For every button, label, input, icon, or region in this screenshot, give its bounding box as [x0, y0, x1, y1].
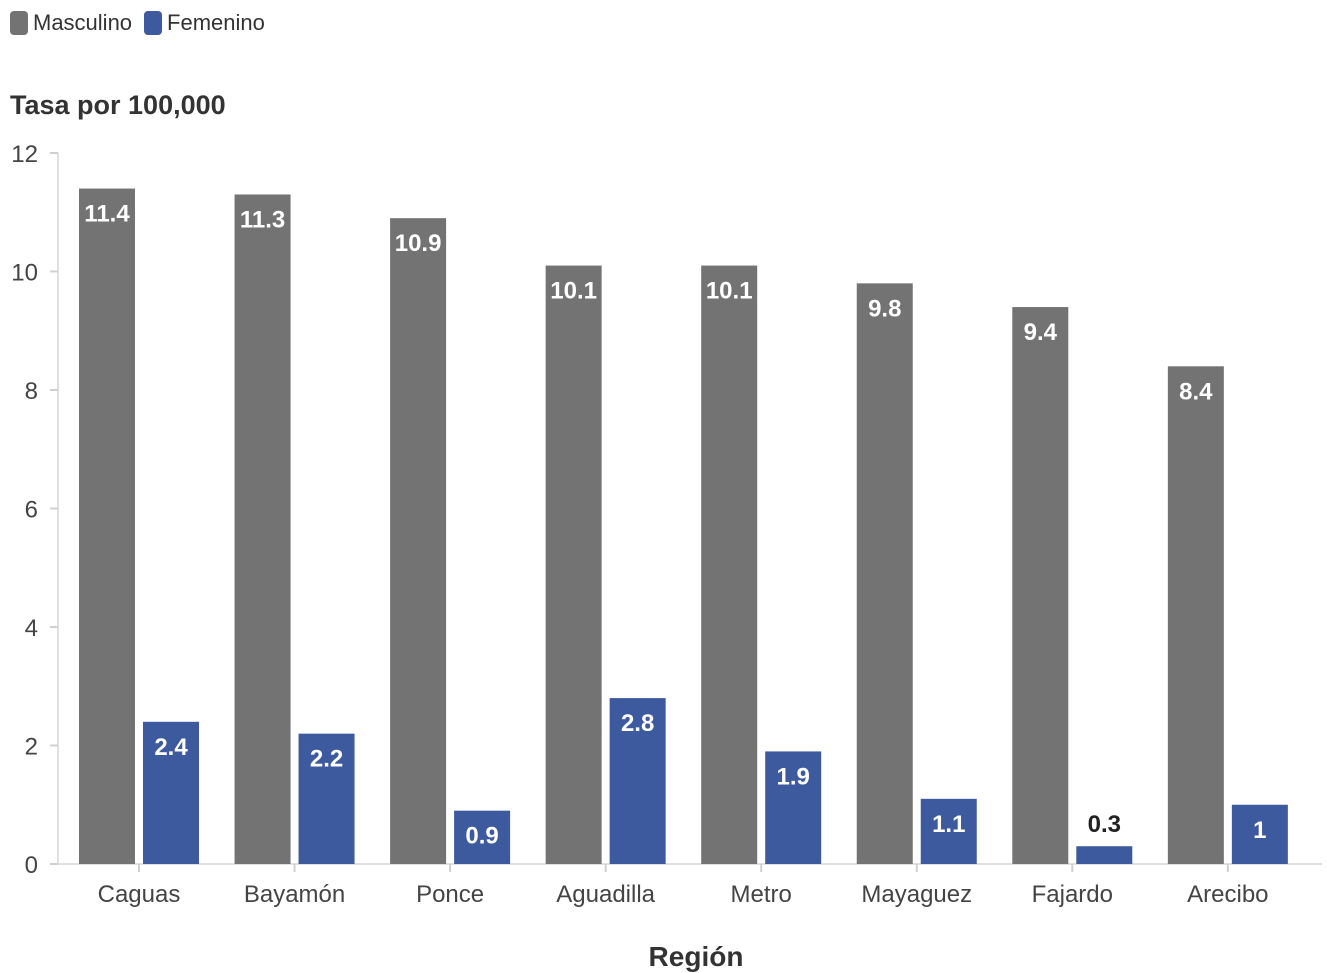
bar-masculino[interactable]: [234, 194, 291, 865]
y-tick-label: 0: [25, 852, 38, 879]
value-label: 8.4: [1179, 378, 1213, 405]
value-label: 10.1: [550, 278, 597, 305]
y-axis-title: Tasa por 100,000: [10, 90, 226, 120]
bar-femenino[interactable]: [765, 751, 822, 864]
legend-label-femenino: Femenino: [167, 10, 265, 35]
x-tick-label: Metro: [731, 881, 792, 908]
bar-femenino[interactable]: [454, 810, 511, 864]
x-tick-label: Bayamón: [244, 881, 345, 908]
x-tick-label: Aguadilla: [556, 881, 655, 908]
value-label: 0.3: [1088, 811, 1121, 838]
y-tick-label: 12: [11, 141, 38, 168]
legend-swatch-masculino: [10, 11, 28, 35]
bar-femenino[interactable]: [920, 798, 977, 864]
legend-label-masculino: Masculino: [33, 10, 133, 35]
legend-item-femenino[interactable]: Femenino: [144, 10, 265, 36]
bar-femenino[interactable]: [609, 698, 666, 864]
x-tick-label: Ponce: [416, 881, 484, 908]
value-label: 2.4: [154, 734, 188, 761]
value-label: 9.8: [868, 295, 901, 322]
value-label: 9.4: [1024, 319, 1058, 346]
value-label: 2.2: [310, 746, 343, 773]
value-label: 11.4: [84, 201, 130, 228]
legend: Masculino Femenino: [10, 10, 265, 36]
bars: [79, 188, 1288, 865]
bar-masculino[interactable]: [545, 265, 602, 864]
legend-item-masculino[interactable]: Masculino: [10, 10, 132, 36]
y-tick-label: 10: [11, 260, 38, 287]
y-tick-label: 8: [25, 378, 38, 405]
bar-masculino[interactable]: [79, 188, 135, 865]
bar-femenino[interactable]: [143, 721, 199, 864]
value-label: 1.9: [777, 763, 810, 790]
bar-masculino[interactable]: [856, 283, 913, 865]
bar-masculino[interactable]: [1012, 307, 1069, 864]
x-tick-label: Fajardo: [1032, 881, 1113, 908]
bar-masculino[interactable]: [1167, 366, 1224, 864]
bar-masculino[interactable]: [390, 218, 447, 865]
legend-swatch-femenino: [144, 11, 163, 35]
bar-femenino[interactable]: [1231, 804, 1288, 864]
x-tick-label: Mayaguez: [861, 881, 972, 908]
bar-femenino[interactable]: [298, 733, 355, 864]
y-tick-label: 4: [25, 615, 38, 642]
value-label: 1: [1253, 817, 1266, 844]
y-tick-label: 2: [25, 734, 38, 761]
bar-masculino[interactable]: [701, 265, 758, 864]
y-tick-label: 6: [25, 497, 38, 524]
value-label: 10.9: [395, 230, 442, 257]
bar-femenino[interactable]: [1076, 846, 1133, 864]
x-tick-label: Arecibo: [1187, 881, 1268, 908]
value-label: 0.9: [465, 823, 498, 850]
value-label: 2.8: [621, 710, 654, 737]
value-label: 10.1: [706, 278, 753, 305]
value-label: 11.3: [240, 206, 285, 233]
value-labels: 11.4 2.4 11.3 2.2 10.9 0.9 10.1 2.8 10.1 1.9 9.8 1.…: [82, 198, 1269, 852]
axes: 0 2 4 6 8 10 12 Caguas Bayamón Ponce Aguadilla Metr…: [11, 141, 1322, 908]
x-tick-label: Caguas: [98, 881, 181, 908]
x-axis-title: Región: [649, 941, 744, 972]
value-label: 1.1: [932, 811, 965, 838]
